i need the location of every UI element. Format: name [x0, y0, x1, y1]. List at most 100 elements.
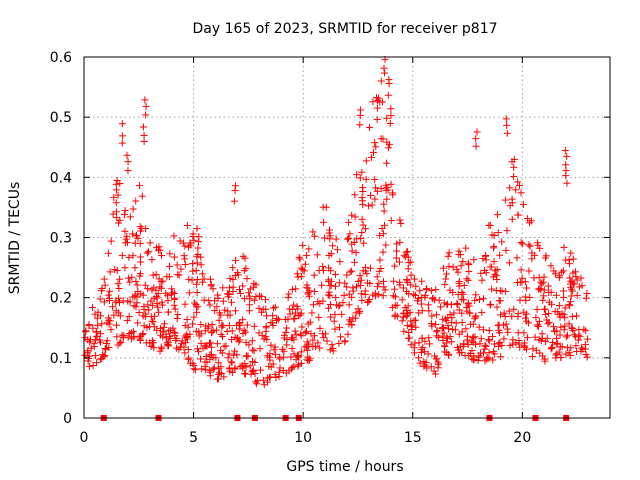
data-point: [572, 312, 580, 320]
data-point: [236, 321, 244, 329]
data-point: [257, 293, 265, 301]
data-point: [433, 327, 441, 335]
data-point: [547, 345, 555, 353]
data-point: [181, 321, 189, 329]
data-point: [272, 351, 280, 359]
data-point: [412, 282, 420, 290]
data-point: [367, 191, 375, 199]
data-point: [561, 322, 569, 330]
data-point: [371, 139, 379, 147]
data-point: [181, 242, 189, 250]
data-point: [325, 304, 333, 312]
data-point: [173, 315, 181, 323]
data-point: [201, 342, 209, 350]
data-point: [396, 278, 404, 286]
data-point: [148, 256, 156, 264]
data-point: [242, 339, 250, 347]
data-point: [358, 296, 366, 304]
data-point: [351, 213, 359, 221]
data-point: [432, 311, 440, 319]
data-point: [224, 290, 232, 298]
data-point: [101, 281, 109, 289]
data-point: [389, 191, 397, 199]
data-point: [493, 303, 501, 311]
data-point: [439, 324, 447, 332]
data-point: [223, 327, 231, 335]
data-point: [166, 250, 174, 258]
data-point: [494, 211, 502, 219]
data-point: [364, 202, 372, 210]
data-point: [438, 324, 446, 332]
data-point: [198, 270, 206, 278]
data-point: [367, 153, 375, 161]
data-point: [415, 339, 423, 347]
data-point: [565, 301, 573, 309]
data-point: [100, 298, 108, 306]
data-point: [225, 364, 233, 372]
data-point: [373, 273, 381, 281]
data-point: [193, 225, 201, 233]
data-point: [133, 293, 141, 301]
x-tick-label: 10: [294, 430, 312, 446]
data-point: [465, 267, 473, 275]
data-point: [172, 337, 180, 345]
data-point: [513, 254, 521, 262]
data-point: [120, 332, 128, 340]
data-point: [530, 274, 538, 282]
data-point: [464, 276, 472, 284]
data-point: [112, 186, 120, 194]
data-point: [197, 339, 205, 347]
data-point: [288, 344, 296, 352]
data-point: [107, 326, 115, 334]
data-point: [229, 264, 237, 272]
data-point: [425, 334, 433, 342]
data-point: [552, 270, 560, 278]
data-point: [378, 98, 386, 106]
data-point: [291, 327, 299, 335]
data-point: [381, 221, 389, 229]
data-point: [500, 309, 508, 317]
data-point: [173, 344, 181, 352]
data-point: [231, 272, 239, 280]
data-point: [190, 313, 198, 321]
data-point: [180, 343, 188, 351]
data-point: [241, 360, 249, 368]
data-point: [410, 275, 418, 283]
data-point: [207, 281, 215, 289]
data-point: [218, 349, 226, 357]
data-point: [303, 281, 311, 289]
data-point: [326, 232, 334, 240]
data-point: [514, 178, 522, 186]
data-point: [559, 267, 567, 275]
data-point: [568, 313, 576, 321]
data-point: [258, 331, 266, 339]
data-point: [316, 344, 324, 352]
data-point: [479, 295, 487, 303]
data-point: [485, 336, 493, 344]
data-point: [181, 349, 189, 357]
data-point: [107, 237, 115, 245]
data-point: [184, 323, 192, 331]
data-point: [243, 275, 251, 283]
data-point: [262, 327, 270, 335]
data-point: [198, 365, 206, 373]
data-point: [206, 355, 214, 363]
data-point: [492, 286, 500, 294]
data-point: [227, 358, 235, 366]
data-point: [504, 325, 512, 333]
data-point: [384, 144, 392, 152]
data-point: [505, 307, 513, 315]
data-point: [514, 211, 522, 219]
data-point: [439, 332, 447, 340]
data-point: [309, 301, 317, 309]
data-point: [482, 269, 490, 277]
data-point: [143, 324, 151, 332]
data-point: [427, 287, 435, 295]
data-point: [209, 327, 217, 335]
data-point: [170, 301, 178, 309]
data-point: [224, 354, 232, 362]
data-point: [556, 331, 564, 339]
data-point: [404, 248, 412, 256]
data-point: [425, 307, 433, 315]
data-point: [354, 277, 362, 285]
